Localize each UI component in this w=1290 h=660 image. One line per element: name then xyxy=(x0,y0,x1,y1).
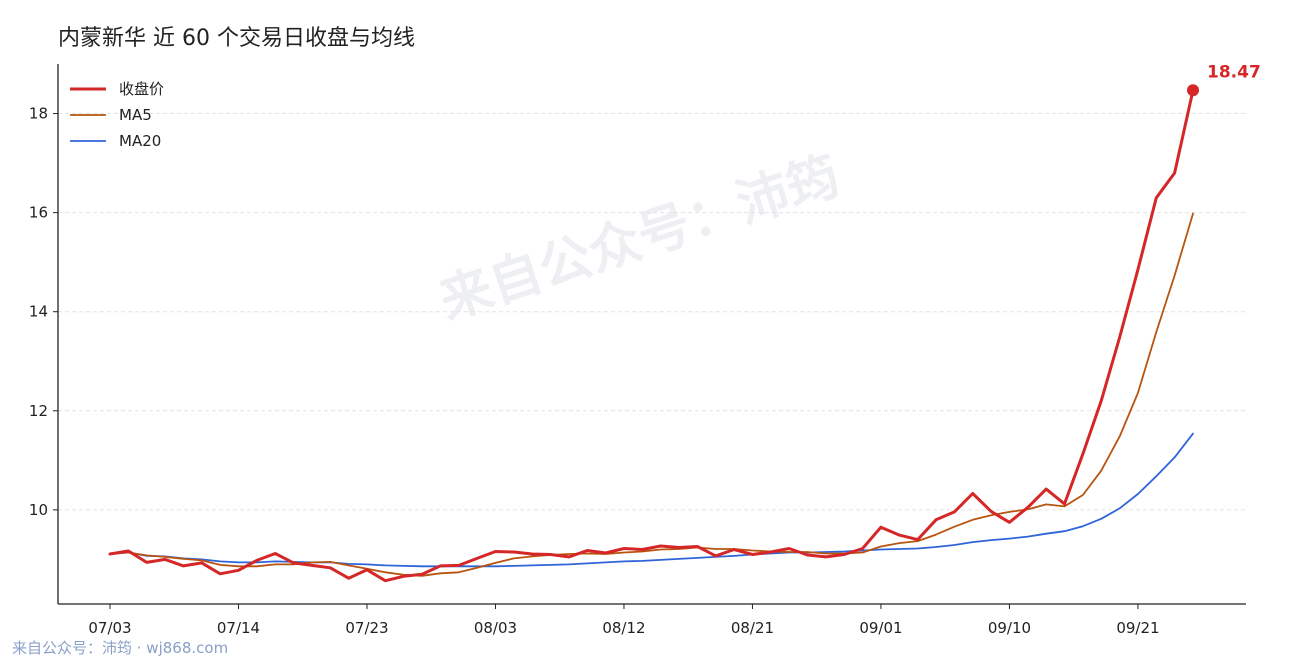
footer-credit: 来自公众号：沛筠 · wj868.com xyxy=(12,639,229,657)
y-tick-label: 14 xyxy=(29,303,48,321)
legend: 收盘价 MA5 MA20 xyxy=(70,80,164,150)
x-tick-label: 07/14 xyxy=(217,619,260,637)
series-line-ma5 xyxy=(109,212,1194,577)
last-close-marker xyxy=(1187,84,1199,97)
y-tick-label: 18 xyxy=(29,105,48,123)
last-close-label: 18.47 xyxy=(1207,62,1261,82)
series-lines: 18.47 xyxy=(108,62,1261,583)
legend-label-ma5: MA5 xyxy=(119,106,152,124)
x-tick-label: 08/03 xyxy=(474,619,517,637)
legend-label-close: 收盘价 xyxy=(119,80,164,98)
y-tick-label: 16 xyxy=(29,204,48,222)
x-tick-label: 09/21 xyxy=(1116,619,1159,637)
x-tick-label: 09/10 xyxy=(988,619,1031,637)
legend-label-ma20: MA20 xyxy=(119,132,161,150)
watermark: 来自公众号：沛筠 xyxy=(433,146,847,332)
x-tick-label: 07/23 xyxy=(345,619,388,637)
y-tick-label: 12 xyxy=(29,402,48,420)
axes: 10 12 14 16 18 07/03 07/14 07/23 08/03 08/12 08/21… xyxy=(29,64,1246,637)
y-tick-label: 10 xyxy=(29,501,48,519)
x-tick-label: 07/03 xyxy=(88,619,131,637)
gridlines xyxy=(58,113,1246,511)
x-tick-label: 08/12 xyxy=(602,619,645,637)
x-tick-label: 08/21 xyxy=(731,619,774,637)
series-line-close xyxy=(108,88,1195,583)
x-tick-label: 09/01 xyxy=(859,619,902,637)
chart-title: 内蒙新华 近 60 个交易日收盘与均线 xyxy=(58,26,415,51)
